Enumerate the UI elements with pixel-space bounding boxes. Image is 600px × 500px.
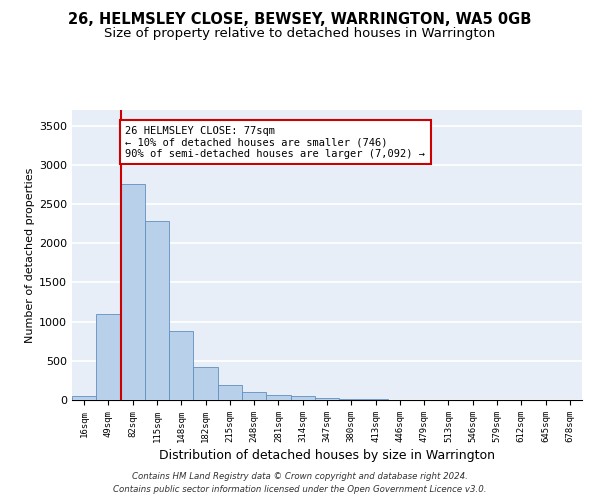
Text: 26, HELMSLEY CLOSE, BEWSEY, WARRINGTON, WA5 0GB: 26, HELMSLEY CLOSE, BEWSEY, WARRINGTON, … (68, 12, 532, 28)
Bar (218, 385, 242, 400)
Bar (315, 398, 339, 400)
Bar (193, 367, 218, 400)
Bar (266, 395, 290, 400)
Bar (72, 396, 96, 400)
Bar (96, 314, 121, 400)
Text: 26 HELMSLEY CLOSE: 77sqm
← 10% of detached houses are smaller (746)
90% of semi-: 26 HELMSLEY CLOSE: 77sqm ← 10% of detach… (125, 126, 425, 159)
Bar (121, 184, 145, 400)
Y-axis label: Number of detached properties: Number of detached properties (25, 168, 35, 342)
Bar (145, 222, 169, 400)
Text: Contains public sector information licensed under the Open Government Licence v3: Contains public sector information licen… (113, 485, 487, 494)
Bar (242, 392, 266, 400)
Text: Contains HM Land Registry data © Crown copyright and database right 2024.: Contains HM Land Registry data © Crown c… (132, 472, 468, 481)
Bar (339, 398, 364, 400)
Text: Size of property relative to detached houses in Warrington: Size of property relative to detached ho… (104, 28, 496, 40)
X-axis label: Distribution of detached houses by size in Warrington: Distribution of detached houses by size … (159, 449, 495, 462)
Bar (169, 331, 193, 400)
Bar (290, 396, 315, 400)
